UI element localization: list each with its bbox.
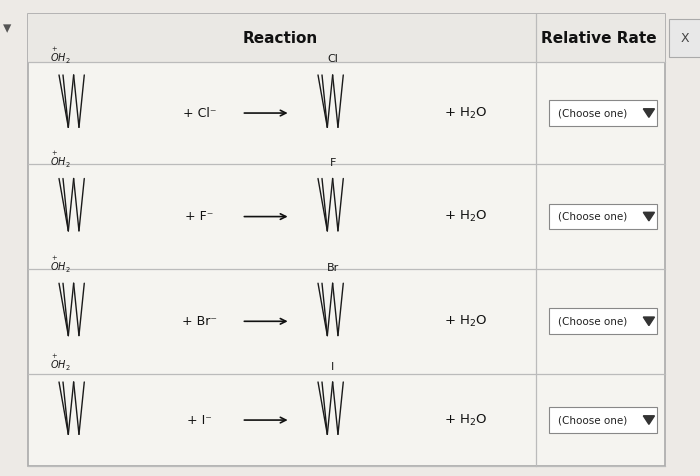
Text: $\overset{+}{O}H_2$: $\overset{+}{O}H_2$	[50, 46, 71, 67]
Text: Br: Br	[326, 263, 339, 273]
Text: $\overset{+}{O}H_2$: $\overset{+}{O}H_2$	[50, 254, 71, 275]
FancyBboxPatch shape	[549, 100, 657, 126]
Text: ▾: ▾	[3, 20, 11, 38]
Polygon shape	[643, 109, 655, 118]
Text: (Choose one): (Choose one)	[558, 415, 627, 425]
Text: + Cl⁻: + Cl⁻	[183, 107, 216, 119]
Text: + F⁻: + F⁻	[186, 210, 214, 223]
Text: I: I	[331, 361, 335, 371]
Text: + H$_2$O: + H$_2$O	[444, 314, 487, 329]
Text: (Choose one): (Choose one)	[558, 211, 627, 222]
FancyBboxPatch shape	[549, 204, 657, 229]
Text: + H$_2$O: + H$_2$O	[444, 413, 487, 427]
Bar	[668, 19, 700, 57]
Text: + H$_2$O: + H$_2$O	[444, 106, 487, 120]
Text: Reaction: Reaction	[242, 30, 318, 46]
Text: $\overset{+}{O}H_2$: $\overset{+}{O}H_2$	[50, 149, 71, 170]
Text: + H$_2$O: + H$_2$O	[444, 209, 487, 224]
Text: $\overset{+}{O}H_2$: $\overset{+}{O}H_2$	[50, 353, 71, 373]
Text: F: F	[330, 158, 336, 168]
Polygon shape	[643, 212, 655, 221]
Text: Cl: Cl	[327, 54, 338, 65]
Text: (Choose one): (Choose one)	[558, 316, 627, 327]
Polygon shape	[643, 416, 655, 425]
Text: Relative Rate: Relative Rate	[540, 30, 657, 46]
Bar	[28, 14, 665, 62]
Text: (Choose one): (Choose one)	[558, 108, 627, 118]
Text: X: X	[681, 31, 690, 45]
Text: + Br⁻: + Br⁻	[182, 315, 217, 328]
Polygon shape	[643, 317, 655, 326]
FancyBboxPatch shape	[549, 308, 657, 334]
Text: + I⁻: + I⁻	[187, 414, 212, 426]
FancyBboxPatch shape	[549, 407, 657, 433]
